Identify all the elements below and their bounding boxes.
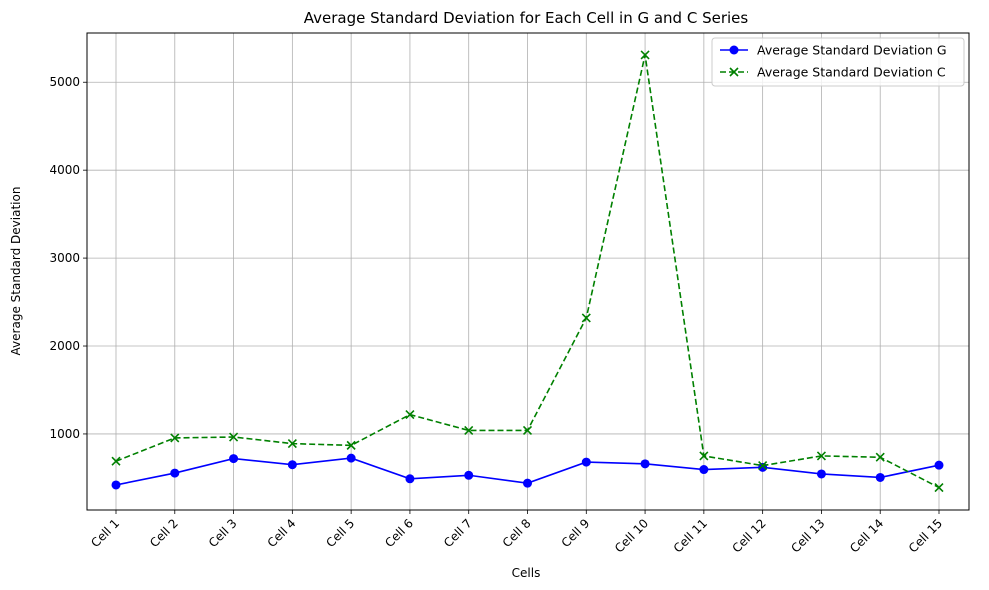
y-tick-label: 2000 bbox=[49, 339, 80, 353]
data-point bbox=[170, 433, 180, 443]
data-point bbox=[522, 425, 533, 435]
y-tick-label: 3000 bbox=[49, 251, 80, 265]
x-tick-label: Cell 11 bbox=[671, 516, 710, 555]
data-point bbox=[111, 480, 121, 490]
data-point bbox=[640, 459, 650, 469]
y-axis-label: Average Standard Deviation bbox=[9, 187, 23, 356]
data-point bbox=[758, 461, 768, 471]
data-point bbox=[464, 425, 474, 435]
data-point bbox=[875, 452, 885, 462]
legend: Average Standard Deviation G Average Stan… bbox=[711, 37, 965, 87]
x-tick-label: Cell 1 bbox=[88, 516, 122, 550]
legend-marker bbox=[729, 67, 739, 77]
legend-label: Average Standard Deviation G bbox=[757, 43, 947, 58]
x-tick-label: Cell 6 bbox=[382, 516, 416, 550]
x-tick-label: Cell 15 bbox=[906, 516, 945, 555]
data-point bbox=[346, 440, 356, 450]
data-point bbox=[229, 432, 239, 442]
y-tick-label: 1000 bbox=[49, 427, 80, 441]
x-tick-label: Cell 5 bbox=[323, 516, 357, 550]
data-point bbox=[464, 470, 474, 480]
data-point bbox=[758, 462, 768, 472]
x-tick-label: Cell 12 bbox=[730, 516, 769, 555]
x-tick-label: Cell 13 bbox=[788, 516, 827, 555]
data-point bbox=[581, 313, 591, 323]
x-tick-label: Cell 9 bbox=[559, 516, 593, 550]
x-tick-label: Cell 3 bbox=[206, 516, 240, 550]
data-point bbox=[111, 456, 121, 466]
x-tick-label: Cell 2 bbox=[147, 516, 181, 550]
y-tick-label: 4000 bbox=[49, 163, 80, 177]
grid bbox=[87, 33, 969, 510]
chart-title: Average Standard Deviation for Each Cell… bbox=[304, 9, 749, 27]
data-point bbox=[405, 474, 415, 484]
x-tick-label: Cell 14 bbox=[847, 516, 886, 555]
x-axis-label: Cells bbox=[512, 566, 541, 580]
data-point bbox=[581, 457, 591, 467]
data-point bbox=[287, 439, 297, 449]
y-axis: 1000 2000 3000 4000 5000 bbox=[49, 75, 87, 441]
data-point bbox=[346, 453, 356, 463]
y-tick-label: 5000 bbox=[49, 75, 80, 89]
data-point bbox=[405, 410, 415, 420]
x-tick-label: Cell 4 bbox=[265, 516, 299, 550]
data-point bbox=[816, 469, 826, 479]
series-layer bbox=[111, 50, 944, 493]
data-point bbox=[934, 460, 944, 470]
series-c bbox=[111, 50, 944, 493]
data-point bbox=[523, 478, 532, 488]
data-point bbox=[875, 472, 885, 482]
legend-label: Average Standard Deviation C bbox=[757, 65, 946, 80]
x-tick-label: Cell 7 bbox=[441, 516, 475, 550]
legend-marker bbox=[729, 45, 739, 55]
data-point bbox=[170, 468, 180, 478]
data-point bbox=[287, 460, 297, 470]
data-point bbox=[229, 454, 239, 464]
data-point bbox=[934, 483, 944, 493]
x-axis: Cell 1 Cell 2 Cell 3 Cell 4 Cell 5 Cell 6 Cell… bbox=[88, 510, 945, 555]
data-point bbox=[699, 465, 709, 475]
data-point bbox=[816, 451, 826, 461]
x-tick-label: Cell 8 bbox=[500, 516, 534, 550]
legend-box bbox=[711, 37, 965, 87]
data-point bbox=[640, 50, 650, 60]
data-point bbox=[699, 451, 709, 461]
plot-frame bbox=[86, 32, 970, 511]
x-tick-label: Cell 10 bbox=[612, 516, 651, 555]
